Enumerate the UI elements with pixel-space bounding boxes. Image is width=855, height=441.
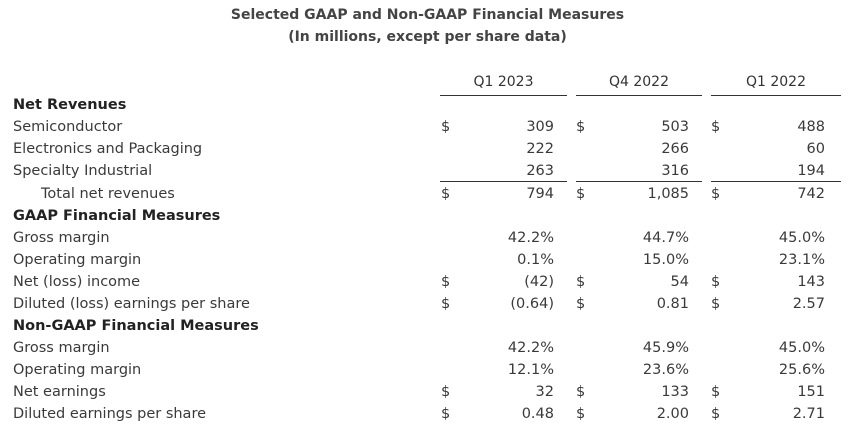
cell-q1-2022: 23.1% <box>778 252 825 268</box>
row-label: Operating margin <box>13 252 142 268</box>
subtotal-rule <box>576 181 702 182</box>
cell-q4-2022: 2.00 <box>656 406 689 422</box>
table-row: Operating margin 0.1% 15.0% 23.1% <box>0 249 855 271</box>
cell-q1-2023: 0.1% <box>517 252 554 268</box>
cell-q1-2022: 2.57 <box>792 296 825 312</box>
cell-q1-2023: 222 <box>526 141 554 157</box>
currency-symbol: $ <box>711 296 721 312</box>
row-label: Gross margin <box>13 230 110 246</box>
cell-q4-2022: 503 <box>661 119 689 135</box>
cell-q1-2023: 794 <box>526 186 554 202</box>
table-row: Net (loss) income $ (42) $ 54 $ 143 <box>0 271 855 293</box>
cell-q1-2022: 151 <box>797 384 825 400</box>
cell-q4-2022: 316 <box>661 163 689 179</box>
currency-symbol: $ <box>576 274 586 290</box>
table-row: Net earnings $ 32 $ 133 $ 151 <box>0 381 855 403</box>
currency-symbol: $ <box>441 384 451 400</box>
section-header-gaap: GAAP Financial Measures <box>0 205 855 227</box>
row-label: Specialty Industrial <box>13 163 153 179</box>
row-label: Total net revenues <box>41 186 175 202</box>
cell-q4-2022: 23.6% <box>642 362 689 378</box>
table-row: Gross margin 42.2% 44.7% 45.0% <box>0 227 855 249</box>
cell-q4-2022: 15.0% <box>642 252 689 268</box>
currency-symbol: $ <box>711 186 721 202</box>
row-label: Diluted (loss) earnings per share <box>13 296 250 312</box>
cell-q1-2022: 194 <box>797 163 825 179</box>
section-label: GAAP Financial Measures <box>13 208 221 224</box>
cell-q1-2022: 45.0% <box>778 230 825 246</box>
row-label: Net (loss) income <box>13 274 141 290</box>
table-row: Diluted earnings per share $ 0.48 $ 2.00… <box>0 403 855 425</box>
currency-symbol: $ <box>576 186 586 202</box>
row-label: Operating margin <box>13 362 142 378</box>
section-label: Net Revenues <box>13 97 127 113</box>
cell-q1-2023: (0.64) <box>510 296 554 312</box>
table-row-total: Total net revenues $ 794 $ 1,085 $ 742 <box>0 183 855 205</box>
cell-q1-2022: 25.6% <box>778 362 825 378</box>
table-row: Specialty Industrial 263 316 194 <box>0 160 855 182</box>
currency-symbol: $ <box>576 406 586 422</box>
cell-q1-2023: 42.2% <box>507 340 554 356</box>
section-label: Non-GAAP Financial Measures <box>13 318 259 334</box>
column-header-q1-2023: Q1 2023 <box>440 73 567 96</box>
currency-symbol: $ <box>711 406 721 422</box>
cell-q1-2022: 2.71 <box>792 406 825 422</box>
row-label: Electronics and Packaging <box>13 141 203 157</box>
currency-symbol: $ <box>711 384 721 400</box>
table-title: Selected GAAP and Non-GAAP Financial Mea… <box>230 7 625 23</box>
cell-q1-2022: 488 <box>797 119 825 135</box>
table-row: Semiconductor $ 309 $ 503 $ 488 <box>0 116 855 138</box>
table-row: Operating margin 12.1% 23.6% 25.6% <box>0 359 855 381</box>
cell-q1-2023: 42.2% <box>507 230 554 246</box>
cell-q4-2022: 133 <box>661 384 689 400</box>
cell-q4-2022: 0.81 <box>656 296 689 312</box>
section-header-non-gaap: Non-GAAP Financial Measures <box>0 315 855 337</box>
currency-symbol: $ <box>441 186 451 202</box>
cell-q1-2022: 742 <box>797 186 825 202</box>
subtotal-rule <box>711 181 841 182</box>
cell-q1-2023: 309 <box>526 119 554 135</box>
currency-symbol: $ <box>441 274 451 290</box>
cell-q4-2022: 45.9% <box>642 340 689 356</box>
column-header-q1-2022: Q1 2022 <box>711 73 841 96</box>
currency-symbol: $ <box>441 119 451 135</box>
table-row: Electronics and Packaging 222 266 60 <box>0 138 855 160</box>
currency-symbol: $ <box>576 119 586 135</box>
cell-q1-2023: (42) <box>524 274 554 290</box>
cell-q1-2022: 60 <box>806 141 825 157</box>
cell-q4-2022: 44.7% <box>642 230 689 246</box>
cell-q1-2022: 143 <box>797 274 825 290</box>
table-subtitle: (In millions, except per share data) <box>288 29 567 45</box>
table-row: Diluted (loss) earnings per share $ (0.6… <box>0 293 855 315</box>
currency-symbol: $ <box>711 274 721 290</box>
row-label: Net earnings <box>13 384 106 400</box>
cell-q1-2023: 12.1% <box>507 362 554 378</box>
cell-q4-2022: 266 <box>661 141 689 157</box>
currency-symbol: $ <box>576 296 586 312</box>
cell-q1-2023: 32 <box>535 384 554 400</box>
column-header-q4-2022: Q4 2022 <box>576 73 702 96</box>
subtotal-rule <box>440 181 567 182</box>
currency-symbol: $ <box>441 296 451 312</box>
row-label: Diluted earnings per share <box>13 406 207 422</box>
row-label: Gross margin <box>13 340 110 356</box>
cell-q1-2023: 0.48 <box>521 406 554 422</box>
cell-q1-2022: 45.0% <box>778 340 825 356</box>
currency-symbol: $ <box>441 406 451 422</box>
cell-q4-2022: 1,085 <box>647 186 689 202</box>
currency-symbol: $ <box>711 119 721 135</box>
table-row: Gross margin 42.2% 45.9% 45.0% <box>0 337 855 359</box>
cell-q1-2023: 263 <box>526 163 554 179</box>
cell-q4-2022: 54 <box>670 274 689 290</box>
row-label: Semiconductor <box>13 119 123 135</box>
currency-symbol: $ <box>576 384 586 400</box>
section-header-net-revenues: Net Revenues <box>0 94 855 116</box>
